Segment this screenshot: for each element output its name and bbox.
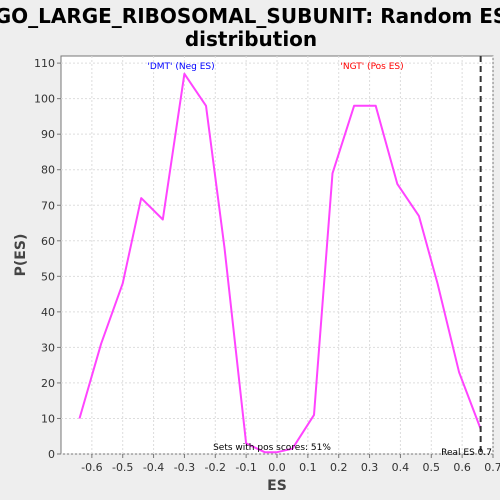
plot-area [60,55,494,455]
y-tick-label: 30 [41,341,55,354]
x-tick-label: -0.1 [235,461,256,474]
x-tick-label: -0.4 [143,461,164,474]
x-tick-label: -0.5 [112,461,133,474]
y-tick-label: 40 [41,306,55,319]
y-tick-label: 70 [41,199,55,212]
x-tick-label: -0.6 [81,461,102,474]
y-tick-label: 110 [34,57,55,70]
chart-title-line-1: GO_LARGE_RIBOSOMAL_SUBUNIT: Random ES [0,4,500,28]
y-tick-label: 10 [41,412,55,425]
x-axis-label: ES [267,478,287,494]
x-tick-label: 0.3 [361,461,379,474]
y-tick-label: 0 [48,448,55,461]
x-tick-label: 0.5 [423,461,441,474]
x-tick-label: 0.4 [392,461,410,474]
y-tick-label: 90 [41,128,55,141]
series-line [78,72,482,454]
chart-title-line-2: distribution [185,27,317,51]
y-tick-label: 100 [34,93,55,106]
neg-es-label: 'DMT' (Neg ES) [147,62,214,72]
axis-ticks: -0.6 -0.5 -0.4 -0.3 -0.2 -0.1 0.0 0.1 0.2 0.3 0.4 0… [34,57,500,474]
x-tick-label: 0.2 [330,461,348,474]
y-tick-label: 50 [41,270,55,283]
x-tick-label: 0.6 [453,461,471,474]
y-axis-label: P(ES) [13,234,29,277]
pos-scores-label: Sets with pos scores: 51% [213,443,331,453]
x-tick-label: -0.3 [174,461,195,474]
y-tick-label: 20 [41,377,55,390]
x-tick-label: -0.2 [205,461,226,474]
real-es-label: Real ES 0.7 [441,448,492,458]
pos-es-label: 'NGT' (Pos ES) [340,62,403,72]
x-tick-label: 0.0 [268,461,286,474]
x-tick-label: 0.1 [299,461,317,474]
y-tick-label: 60 [41,235,55,248]
grid-lines [61,56,494,455]
y-tick-label: 80 [41,164,55,177]
series-layer [78,72,482,454]
x-tick-label: 0.7 [484,461,500,474]
